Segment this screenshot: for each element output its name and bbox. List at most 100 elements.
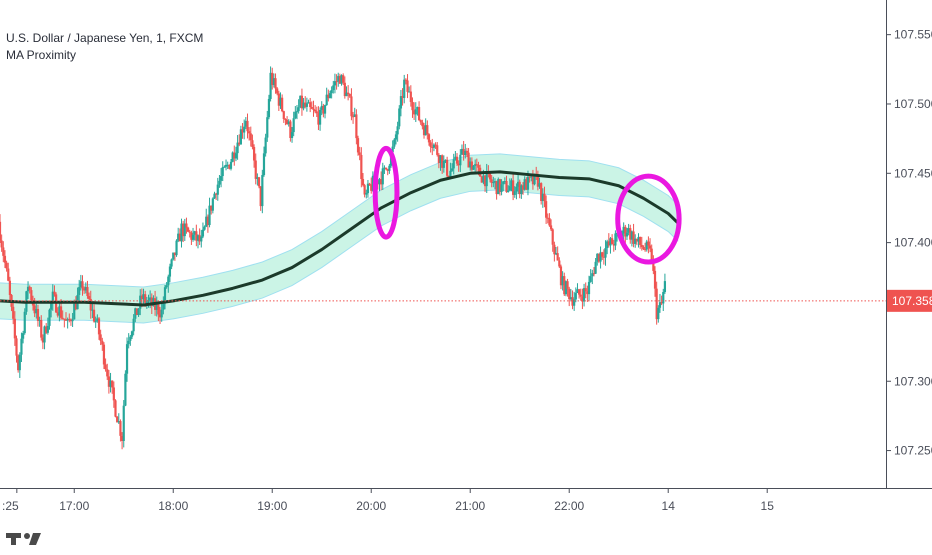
highlight-circle-1 bbox=[372, 145, 400, 240]
candle-body bbox=[566, 281, 569, 289]
candle-body bbox=[594, 261, 597, 274]
x-tick-label: :25 bbox=[2, 499, 19, 513]
candle-body bbox=[78, 287, 81, 295]
candle-body bbox=[579, 294, 582, 297]
candle-body bbox=[8, 280, 11, 296]
candle-body bbox=[173, 252, 176, 256]
candle-body bbox=[563, 276, 566, 295]
candle-body bbox=[83, 288, 86, 291]
candle-body bbox=[272, 78, 275, 85]
candle-body bbox=[193, 231, 196, 235]
candle-body bbox=[312, 108, 315, 110]
candle-body bbox=[69, 320, 73, 322]
indicator-label[interactable]: MA Proximity bbox=[6, 48, 77, 62]
candle-body bbox=[561, 276, 564, 286]
candle-body bbox=[274, 78, 277, 89]
x-tick-label: 15 bbox=[761, 499, 775, 513]
candle-body bbox=[345, 92, 348, 97]
candle-body bbox=[285, 119, 289, 125]
candle-body bbox=[295, 111, 299, 113]
candle-body bbox=[338, 76, 341, 84]
candle-body bbox=[591, 273, 594, 277]
candle-body bbox=[248, 131, 251, 134]
candle-body bbox=[35, 308, 38, 314]
candle-body bbox=[604, 248, 607, 258]
candle-body bbox=[421, 122, 424, 127]
candle-body bbox=[20, 338, 23, 355]
candle-body bbox=[477, 165, 480, 168]
candle-body bbox=[183, 223, 186, 237]
candle-body bbox=[21, 333, 25, 339]
candle-body bbox=[637, 236, 640, 242]
candle-body bbox=[371, 175, 374, 191]
symbol-title[interactable]: U.S. Dollar / Japanese Yen, 1, FXCM bbox=[6, 31, 204, 45]
candle-body bbox=[493, 181, 497, 183]
candle-body bbox=[144, 294, 147, 303]
candle-body bbox=[84, 287, 87, 291]
candle-body bbox=[48, 309, 51, 326]
candle-body bbox=[457, 163, 460, 166]
candle-body bbox=[320, 105, 323, 110]
candle-body bbox=[261, 175, 264, 207]
candle-body bbox=[208, 205, 211, 226]
candle-body bbox=[28, 286, 31, 291]
candle-body bbox=[480, 176, 483, 183]
candle-body bbox=[276, 88, 279, 94]
candle-body bbox=[460, 148, 464, 155]
candle-body bbox=[58, 306, 61, 316]
candle-body bbox=[224, 164, 228, 167]
candle-body bbox=[587, 281, 591, 295]
candle-body bbox=[137, 308, 140, 316]
candle-body bbox=[122, 405, 125, 441]
x-tick-label: 18:00 bbox=[158, 499, 188, 513]
candle-body bbox=[417, 107, 421, 121]
candle-body bbox=[61, 317, 64, 319]
candle-body bbox=[543, 193, 546, 202]
candle-body bbox=[102, 344, 106, 365]
candle-body bbox=[474, 164, 477, 166]
ma-band-upper bbox=[0, 153, 679, 288]
candle-body bbox=[92, 309, 96, 322]
candle-body bbox=[120, 435, 124, 441]
current-price-label: 107.358 bbox=[892, 294, 932, 308]
candle-body bbox=[59, 306, 63, 318]
candle-body bbox=[170, 259, 173, 267]
candle-body bbox=[571, 297, 574, 306]
candle-body bbox=[356, 138, 360, 153]
candle-body bbox=[213, 193, 216, 199]
candle-body bbox=[393, 139, 396, 147]
candle-body bbox=[165, 285, 168, 288]
candle-body bbox=[516, 181, 520, 187]
candle-body bbox=[299, 95, 302, 108]
candle-body bbox=[155, 304, 158, 310]
candle-body bbox=[0, 221, 2, 241]
candle-body bbox=[403, 79, 406, 98]
candle-body bbox=[635, 238, 638, 242]
candle-body bbox=[266, 117, 269, 138]
candle-body bbox=[289, 121, 292, 139]
candle-body bbox=[158, 314, 162, 318]
candle-body bbox=[203, 226, 206, 230]
candle-body bbox=[327, 94, 330, 98]
ma-band-lower bbox=[0, 189, 679, 324]
candle-body bbox=[5, 262, 8, 269]
candle-body bbox=[450, 168, 454, 171]
candle-body bbox=[370, 184, 373, 191]
candle-body bbox=[256, 177, 259, 179]
candles-layer bbox=[0, 66, 667, 450]
candle-body bbox=[267, 98, 271, 118]
candle-body bbox=[66, 319, 69, 321]
candle-body bbox=[135, 308, 139, 316]
candle-body bbox=[305, 103, 308, 107]
candle-body bbox=[584, 288, 587, 292]
candle-body bbox=[254, 160, 257, 179]
candle-body bbox=[18, 354, 21, 371]
candle-body bbox=[624, 226, 627, 237]
candle-body bbox=[350, 96, 353, 117]
candle-body bbox=[553, 244, 556, 255]
candle-body bbox=[634, 238, 637, 244]
candle-body bbox=[507, 190, 510, 193]
candle-body bbox=[163, 287, 167, 304]
